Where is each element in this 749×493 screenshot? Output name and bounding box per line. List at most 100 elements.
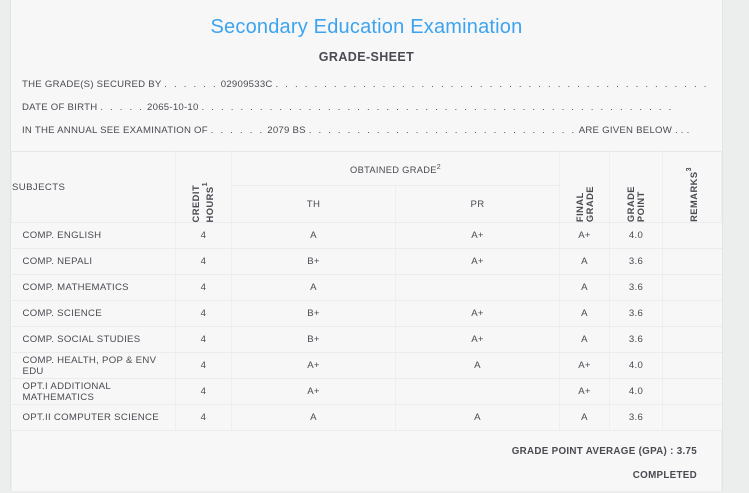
table-row: COMP. NEPALI 4 B+ A+ A 3.6 <box>11 248 722 275</box>
cell-practical-grade: A+ <box>395 248 560 275</box>
cell-final-grade: A <box>559 248 610 275</box>
column-header-final-grade-text: FINAL GRADE <box>574 185 595 222</box>
cell-grade-point: 3.6 <box>609 404 663 431</box>
cell-practical-grade <box>395 378 560 405</box>
cell-remarks <box>662 248 722 275</box>
info-line-exam-year: IN THE ANNUAL SEE EXAMINATION OF . . . .… <box>22 125 711 148</box>
cell-credit-hours: 4 <box>175 248 232 275</box>
cell-theory-grade: A <box>231 404 396 431</box>
cell-practical-grade: A+ <box>395 300 560 327</box>
cell-final-grade: A+ <box>559 222 610 249</box>
cell-theory-grade: A <box>231 222 396 249</box>
column-header-remarks: REMARKS3 <box>662 151 722 223</box>
column-header-subjects: SUBJECTS <box>11 151 176 223</box>
info-dots-leading-1: . . . . . . <box>164 79 218 90</box>
grades-table: SUBJECTS CREDIT HOURS1 OBTAINED GRADE2 F… <box>11 150 722 493</box>
cell-grade-point: 3.6 <box>609 274 663 301</box>
column-header-theory: TH <box>231 185 396 223</box>
cell-remarks <box>662 274 722 301</box>
cell-subject: COMP. MATHEMATICS <box>11 274 176 301</box>
column-header-grade-point: GRADE POINT <box>609 151 663 223</box>
info-value-date-of-birth: 2065-10-10 <box>147 102 199 113</box>
cell-practical-grade: A+ <box>395 222 560 249</box>
cell-grade-point: 3.6 <box>609 248 663 275</box>
cell-subject: COMP. SCIENCE <box>11 300 176 327</box>
page-subtitle: GRADE-SHEET <box>318 50 415 64</box>
column-header-credit-hours-text: CREDIT HOURS1 <box>191 181 216 222</box>
column-header-obtained-grade: OBTAINED GRADE2 <box>231 150 560 187</box>
cell-final-grade: A <box>559 274 610 301</box>
info-dots-trailing-1: . . . . . . . . . . . . . . . . . . . . … <box>275 79 709 90</box>
info-value-symbol-number: 02909533C <box>220 79 273 90</box>
cell-practical-grade <box>395 274 560 301</box>
table-row: COMP. SCIENCE 4 B+ A+ A 3.6 <box>11 300 722 327</box>
cell-grade-point: 3.6 <box>609 326 663 353</box>
cell-remarks <box>662 404 722 431</box>
info-value-exam-year: 2079 BS <box>267 125 306 136</box>
footer-cell: GRADE POINT AVERAGE (GPA) : 3.75 COMPLET… <box>11 430 722 493</box>
cell-theory-grade: A <box>231 274 396 301</box>
cell-remarks <box>662 378 722 405</box>
info-dots-leading-2: . . . . . <box>100 102 145 113</box>
cell-final-grade: A+ <box>559 378 610 405</box>
cell-credit-hours: 4 <box>175 274 232 301</box>
column-header-grade-point-text: GRADE POINT <box>626 185 646 222</box>
grades-table-head: SUBJECTS CREDIT HOURS1 OBTAINED GRADE2 F… <box>11 150 722 223</box>
grades-table-header-row-1: SUBJECTS CREDIT HOURS1 OBTAINED GRADE2 F… <box>11 150 722 223</box>
table-row: COMP. ENGLISH 4 A A+ A+ 4.0 <box>11 222 722 249</box>
info-label-exam-year: IN THE ANNUAL SEE EXAMINATION OF <box>22 125 208 136</box>
cell-theory-grade: A+ <box>231 352 396 379</box>
info-dots-trailing-3: . . . . . . . . . . . . . . . . . . . . … <box>308 125 577 136</box>
cell-credit-hours: 4 <box>175 404 232 431</box>
info-label-date-of-birth: DATE OF BIRTH <box>22 102 98 113</box>
cell-practical-grade: A <box>395 352 560 379</box>
cell-subject: OPT.II COMPUTER SCIENCE <box>11 404 176 431</box>
info-dots-leading-3: . . . . . . <box>210 125 265 136</box>
cell-practical-grade: A+ <box>395 326 560 353</box>
grade-sheet-page: Secondary Education Examination GRADE-SH… <box>10 0 723 493</box>
cell-grade-point: 4.0 <box>609 378 663 405</box>
info-line-grades-secured-by: THE GRADE(S) SECURED BY . . . . . . 0290… <box>22 79 711 102</box>
info-dots-trailing-2: . . . . . . . . . . . . . . . . . . . . … <box>201 102 674 113</box>
cell-theory-grade: B+ <box>231 248 396 275</box>
column-header-remarks-text: REMARKS3 <box>685 167 700 222</box>
cell-remarks <box>662 326 722 353</box>
info-line-date-of-birth: DATE OF BIRTH . . . . . 2065-10-10 . . .… <box>22 102 711 125</box>
cell-remarks <box>662 300 722 327</box>
cell-final-grade: A <box>559 300 610 327</box>
table-row: OPT.II COMPUTER SCIENCE 4 A A A 3.6 <box>11 404 722 431</box>
cell-grade-point: 3.6 <box>609 300 663 327</box>
cell-theory-grade: A+ <box>231 378 396 405</box>
cell-grade-point: 4.0 <box>609 222 663 249</box>
cell-practical-grade: A <box>395 404 560 431</box>
cell-subject: COMP. HEALTH, POP & ENV EDU <box>11 352 176 379</box>
candidate-info-block: THE GRADE(S) SECURED BY . . . . . . 0290… <box>11 65 722 148</box>
cell-subject: COMP. ENGLISH <box>11 222 176 249</box>
result-status: COMPLETED <box>632 470 697 481</box>
cell-final-grade: A <box>559 404 610 431</box>
cell-final-grade: A+ <box>559 352 610 379</box>
cell-grade-point: 4.0 <box>609 352 663 379</box>
cell-subject: COMP. NEPALI <box>11 248 176 275</box>
grades-table-foot: GRADE POINT AVERAGE (GPA) : 3.75 COMPLET… <box>11 430 722 493</box>
gpa-value: GRADE POINT AVERAGE (GPA) : 3.75 <box>511 446 697 457</box>
cell-credit-hours: 4 <box>175 300 232 327</box>
column-header-credit-hours: CREDIT HOURS1 <box>175 151 232 223</box>
table-row: OPT.I ADDITIONAL MATHEMATICS 4 A+ A+ 4.0 <box>11 378 722 405</box>
cell-theory-grade: B+ <box>231 300 396 327</box>
grades-table-header-row-2: TH PR <box>12 185 722 223</box>
cell-theory-grade: B+ <box>231 326 396 353</box>
table-row: COMP. SOCIAL STUDIES 4 B+ A+ A 3.6 <box>11 326 722 353</box>
table-row: COMP. MATHEMATICS 4 A A 3.6 <box>11 274 722 301</box>
page-title: Secondary Education Examination <box>210 16 523 38</box>
cell-remarks <box>662 352 722 379</box>
cell-remarks <box>662 222 722 249</box>
grades-table-body: COMP. ENGLISH 4 A A+ A+ 4.0 COMP. NEPALI 4 B+ A+ A… <box>11 222 722 431</box>
table-row: COMP. HEALTH, POP & ENV EDU 4 A+ A A+ 4.0 <box>11 352 722 379</box>
info-label-grades-secured-by: THE GRADE(S) SECURED BY <box>22 79 162 90</box>
info-tail-are-given-below: ARE GIVEN BELOW . . . <box>578 125 690 136</box>
column-header-practical: PR <box>395 185 560 223</box>
cell-subject: OPT.I ADDITIONAL MATHEMATICS <box>11 378 176 405</box>
cell-credit-hours: 4 <box>175 352 232 379</box>
footer-row: GRADE POINT AVERAGE (GPA) : 3.75 COMPLET… <box>11 430 722 493</box>
